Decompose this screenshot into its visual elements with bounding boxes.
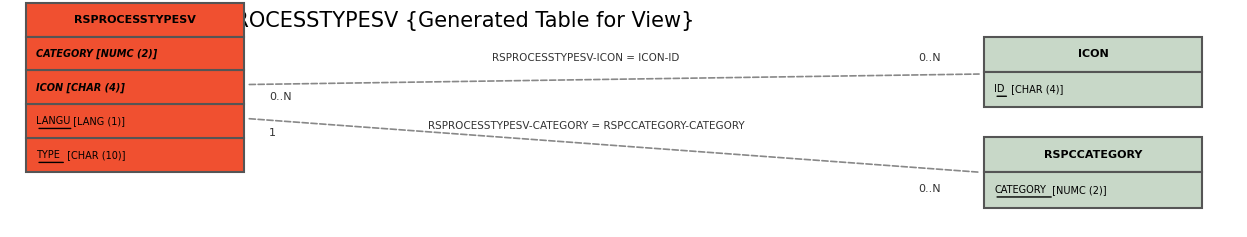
Bar: [984, 72, 1202, 107]
Text: [LANG (1)]: [LANG (1)]: [70, 116, 126, 126]
Text: RSPROCESSTYPESV-ICON = ICON-ID: RSPROCESSTYPESV-ICON = ICON-ID: [493, 53, 680, 63]
Text: ICON [CHAR (4)]: ICON [CHAR (4)]: [36, 82, 125, 93]
Text: RSPROCESSTYPESV: RSPROCESSTYPESV: [75, 14, 196, 25]
Text: 0..N: 0..N: [269, 92, 292, 102]
Bar: [26, 105, 244, 138]
Text: TYPE: TYPE: [36, 150, 60, 160]
Bar: [984, 36, 1202, 72]
Text: RSPCCATEGORY: RSPCCATEGORY: [1044, 150, 1142, 160]
Bar: [26, 36, 244, 70]
Text: [CHAR (4)]: [CHAR (4)]: [1008, 84, 1064, 94]
Text: [NUMC (2)]: [NUMC (2)]: [1049, 185, 1106, 195]
Text: ID: ID: [994, 84, 1005, 94]
Text: 0..N: 0..N: [918, 53, 940, 63]
Text: ICON: ICON: [1077, 49, 1109, 59]
Text: RSPROCESSTYPESV-CATEGORY = RSPCCATEGORY-CATEGORY: RSPROCESSTYPESV-CATEGORY = RSPCCATEGORY-…: [428, 121, 744, 131]
Text: LANGU: LANGU: [36, 116, 71, 126]
Bar: [26, 138, 244, 172]
Text: 1: 1: [269, 128, 276, 137]
Bar: [984, 172, 1202, 208]
Bar: [26, 70, 244, 105]
Bar: [984, 137, 1202, 172]
Text: CATEGORY [NUMC (2)]: CATEGORY [NUMC (2)]: [36, 48, 157, 59]
Text: [CHAR (10)]: [CHAR (10)]: [64, 150, 125, 160]
Text: SAP ABAP table RSPROCESSTYPESV {Generated Table for View}: SAP ABAP table RSPROCESSTYPESV {Generate…: [26, 11, 695, 31]
Text: 0..N: 0..N: [918, 184, 940, 194]
Text: CATEGORY: CATEGORY: [994, 185, 1046, 195]
Bar: [26, 3, 244, 36]
